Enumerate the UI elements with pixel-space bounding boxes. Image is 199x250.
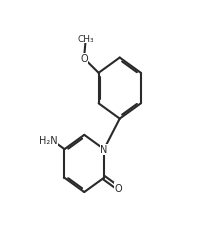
Text: O: O	[80, 54, 88, 64]
Text: N: N	[100, 144, 108, 154]
Text: O: O	[114, 183, 122, 193]
Text: H₂N: H₂N	[39, 136, 58, 146]
Text: CH₃: CH₃	[77, 35, 94, 44]
